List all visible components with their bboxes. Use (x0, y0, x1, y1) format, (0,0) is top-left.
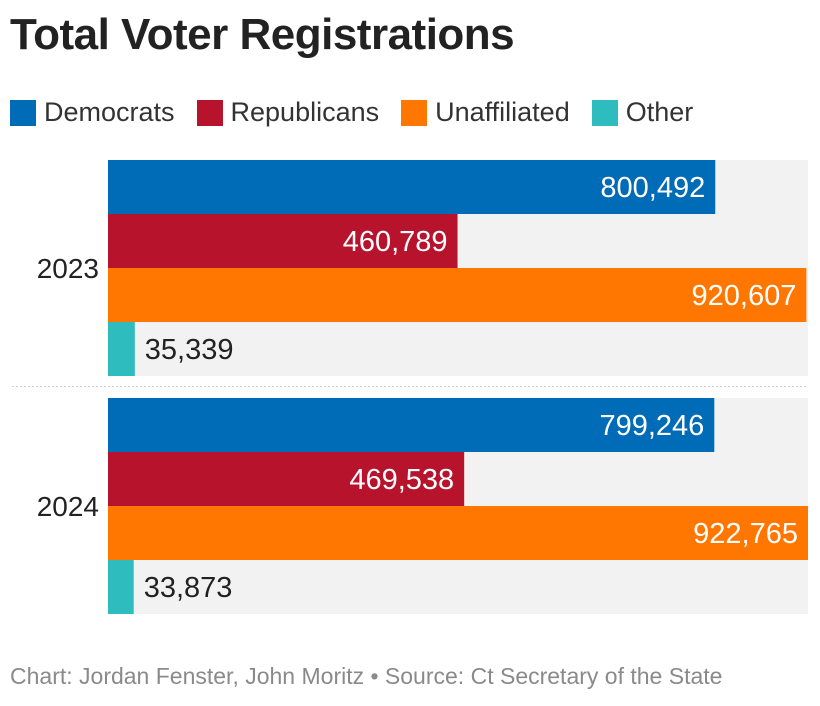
category-label-2023: 2023 (37, 253, 99, 284)
legend-item-other: Other (591, 97, 694, 128)
data-label-unaffiliated-2024: 922,765 (693, 518, 798, 550)
data-label-other-2024: 33,873 (144, 572, 233, 604)
bar-unaffiliated-2024 (108, 506, 808, 560)
bar-unaffiliated-2023 (108, 268, 807, 322)
data-label-democrats-2023: 800,492 (600, 172, 705, 204)
legend-label-republicans: Republicans (230, 97, 380, 127)
bar-democrats-2023 (108, 160, 716, 214)
data-label-republicans-2023: 460,789 (343, 226, 448, 258)
category-label-2024: 2024 (37, 491, 99, 522)
legend-swatch-republicans (196, 99, 223, 126)
legend-item-unaffiliated: Unaffiliated (401, 97, 570, 128)
legend-item-democrats: Democrats (10, 97, 175, 128)
bar-chart: 2023 800,492 460,789 920,607 35,339 2024 799,2… (12, 160, 808, 614)
bar-republicans-2024 (108, 452, 465, 506)
legend-label-unaffiliated: Unaffiliated (435, 97, 570, 127)
bar-other-2024 (108, 560, 134, 614)
bar-republicans-2023 (108, 214, 458, 268)
data-label-republicans-2024: 469,538 (349, 464, 454, 496)
legend-swatch-democrats (10, 99, 36, 126)
legend-label-other: Other (625, 97, 694, 127)
data-label-democrats-2024: 799,246 (599, 410, 704, 442)
chart-title: Total Voter Registrations (10, 10, 515, 59)
data-label-other-2023: 35,339 (145, 334, 234, 366)
legend-item-republicans: Republicans (196, 97, 380, 128)
data-label-unaffiliated-2023: 920,607 (692, 280, 797, 312)
legend-swatch-unaffiliated (401, 99, 428, 126)
bar-other-2023 (108, 322, 135, 376)
chart-credit: Chart: Jordan Fenster, John Moritz • Sou… (10, 663, 723, 689)
legend-swatch-other (591, 99, 618, 126)
bar-democrats-2024 (108, 398, 715, 452)
legend: Democrats Republicans Unaffiliated Other (10, 97, 715, 128)
legend-label-democrats: Democrats (44, 97, 175, 127)
